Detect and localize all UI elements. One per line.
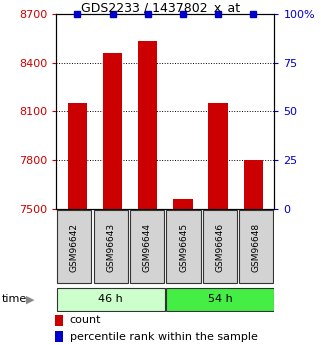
Bar — [203, 210, 237, 283]
Text: time: time — [2, 294, 27, 304]
Text: 54 h: 54 h — [207, 294, 232, 304]
Text: GSM96643: GSM96643 — [106, 223, 115, 272]
Bar — [55, 315, 63, 326]
Bar — [138, 41, 157, 209]
Bar — [166, 288, 274, 310]
Bar — [244, 160, 263, 209]
Bar — [57, 210, 91, 283]
Text: 46 h: 46 h — [98, 294, 123, 304]
Bar — [130, 210, 164, 283]
Bar — [57, 288, 165, 310]
Text: GDS2233 / 1437802_x_at: GDS2233 / 1437802_x_at — [81, 1, 240, 14]
Text: percentile rank within the sample: percentile rank within the sample — [70, 332, 257, 342]
Bar — [103, 53, 122, 209]
Text: GSM96644: GSM96644 — [143, 223, 152, 272]
Text: count: count — [70, 315, 101, 325]
Bar — [55, 331, 63, 342]
Text: GSM96648: GSM96648 — [252, 223, 261, 272]
Bar — [208, 103, 228, 209]
Text: GSM96645: GSM96645 — [179, 223, 188, 272]
Bar — [239, 210, 273, 283]
Bar — [68, 103, 87, 209]
Text: ▶: ▶ — [26, 294, 35, 304]
Bar — [166, 210, 201, 283]
Text: GSM96646: GSM96646 — [215, 223, 224, 272]
Bar — [94, 210, 128, 283]
Bar — [173, 199, 193, 209]
Text: GSM96642: GSM96642 — [70, 223, 79, 272]
